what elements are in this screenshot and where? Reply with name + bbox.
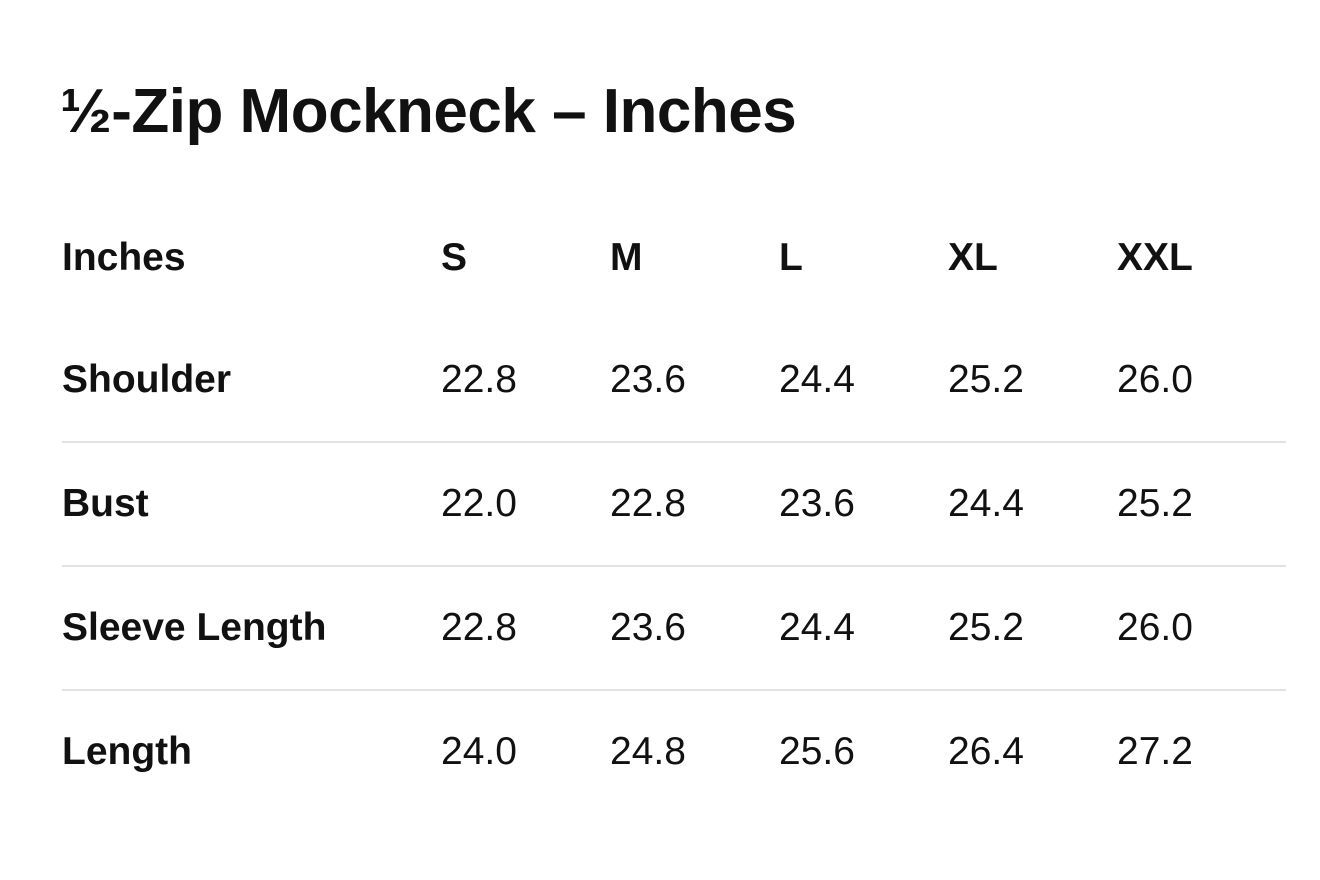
measurement-cell: 26.4	[948, 730, 1024, 773]
header-cell: XL	[948, 236, 998, 279]
measurement-cell: 23.6	[779, 482, 855, 525]
header-cell: XXL	[1117, 236, 1193, 279]
measurement-cell: 25.2	[948, 606, 1024, 649]
header-cell: Inches	[62, 236, 186, 279]
measurement-cell: 25.6	[779, 730, 855, 773]
measurement-cell: 26.0	[1117, 606, 1193, 649]
table-row: Bust 22.0 22.8 23.6 24.4 25.2	[62, 442, 1286, 566]
row-label: Length	[62, 730, 192, 773]
page-title: ½-Zip Mockneck – Inches	[60, 77, 797, 146]
header-cell: M	[610, 236, 643, 279]
measurement-cell: 24.4	[948, 482, 1024, 525]
measurement-cell: 24.4	[779, 606, 855, 649]
measurement-cell: 25.2	[948, 358, 1024, 401]
table-row: Sleeve Length 22.8 23.6 24.4 25.2 26.0	[62, 566, 1286, 690]
table-row: Length 24.0 24.8 25.6 26.4 27.2	[62, 690, 1286, 813]
measurement-cell: 25.2	[1117, 482, 1193, 525]
row-label: Sleeve Length	[62, 606, 327, 649]
measurement-cell: 27.2	[1117, 730, 1193, 773]
measurement-cell: 24.4	[779, 358, 855, 401]
size-chart-table: Inches S M L XL XXL Shoulder 22.8 23.6 24.4…	[62, 197, 1286, 813]
row-label: Bust	[62, 482, 149, 525]
measurement-cell: 24.8	[610, 730, 686, 773]
measurement-cell: 24.0	[441, 730, 517, 773]
measurement-cell: 22.8	[610, 482, 686, 525]
header-cell: S	[441, 236, 468, 279]
table-row: Shoulder 22.8 23.6 24.4 25.2 26.0	[62, 319, 1286, 442]
measurement-cell: 23.6	[610, 606, 686, 649]
measurement-cell: 22.8	[441, 358, 517, 401]
row-label: Shoulder	[62, 358, 232, 401]
measurement-cell: 23.6	[610, 358, 686, 401]
measurement-cell: 22.0	[441, 482, 517, 525]
table-header-row: Inches S M L XL XXL	[62, 197, 1286, 319]
measurement-cell: 26.0	[1117, 358, 1193, 401]
header-cell: L	[779, 236, 803, 279]
measurement-cell: 22.8	[441, 606, 517, 649]
